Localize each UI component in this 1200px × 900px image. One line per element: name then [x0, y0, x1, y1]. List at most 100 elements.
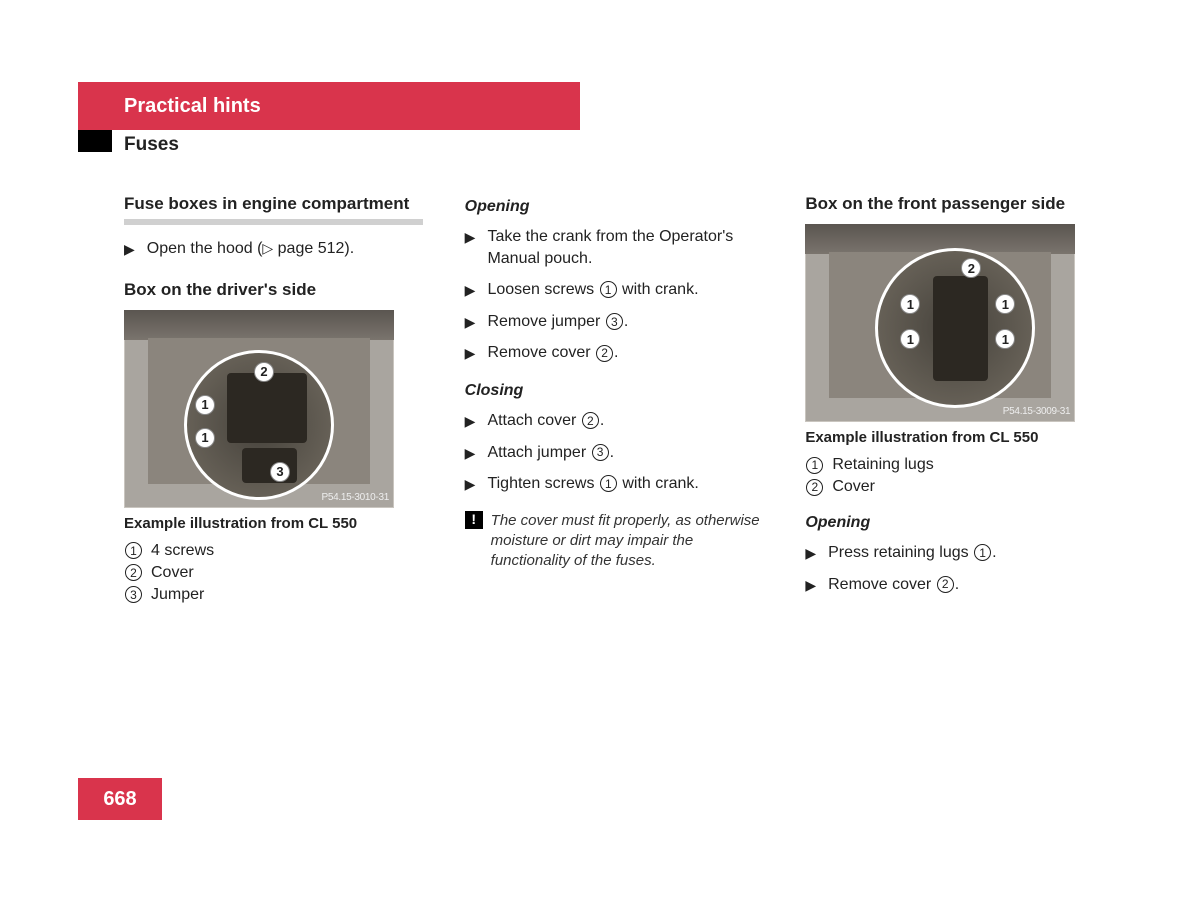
- callout-1: 1: [195, 395, 215, 415]
- legend-number-icon: 1: [806, 457, 823, 474]
- step-text-part: .: [600, 412, 604, 429]
- step-press-lugs: ▶ Press retaining lugs 1.: [805, 542, 1104, 564]
- illus-fusebox-cover: [227, 373, 307, 443]
- step-tighten-screws: ▶ Tighten screws 1 with crank.: [465, 473, 764, 495]
- legend-label: 4 screws: [151, 542, 214, 560]
- illustration-reference-code: P54.15-3010-31: [321, 492, 389, 503]
- step-text-part: with crank.: [618, 281, 699, 298]
- legend-number-icon: 1: [125, 542, 142, 559]
- legend-item-2: 2 Cover: [124, 564, 423, 582]
- legend-label: Jumper: [151, 586, 204, 604]
- step-text-part: .: [955, 576, 959, 593]
- step-take-crank: ▶ Take the crank from the Operator's Man…: [465, 226, 764, 269]
- step-text-part: Press retaining lugs: [828, 544, 973, 561]
- step-text-part: Loosen screws: [487, 281, 598, 298]
- heading-fuse-boxes-engine: Fuse boxes in engine compartment: [124, 194, 423, 225]
- step-text: Open the hood (▷ page 512).: [147, 238, 423, 260]
- page-body: Fuse boxes in engine compartment ▶ Open …: [124, 194, 1104, 608]
- step-text: Press retaining lugs 1.: [828, 542, 1104, 564]
- illustration-reference-code: P54.15-3009-31: [1003, 406, 1071, 417]
- inline-number-icon: 1: [600, 475, 617, 492]
- step-arrow-icon: ▶: [805, 544, 816, 563]
- step-text-part: .: [992, 544, 996, 561]
- heading-opening: Opening: [465, 198, 764, 216]
- step-arrow-icon: ▶: [465, 444, 476, 463]
- chapter-header-bar: Practical hints: [78, 82, 580, 130]
- step-text-part: Remove cover: [487, 344, 595, 361]
- illustration-driver-side: 2 1 1 3 P54.15-3010-31: [124, 310, 394, 508]
- step-loosen-screws: ▶ Loosen screws 1 with crank.: [465, 279, 764, 301]
- callout-2: 2: [254, 362, 274, 382]
- step-text: Attach cover 2.: [487, 410, 763, 432]
- step-open-hood: ▶ Open the hood (▷ page 512).: [124, 238, 423, 260]
- step-arrow-icon: ▶: [805, 576, 816, 595]
- important-note: ! The cover must fit properly, as otherw…: [465, 511, 764, 572]
- step-remove-cover: ▶ Remove cover 2.: [465, 342, 764, 364]
- step-text-part: with crank.: [618, 475, 699, 492]
- important-icon: !: [465, 511, 483, 529]
- inline-number-icon: 2: [596, 345, 613, 362]
- column-right: Box on the front passenger side 2 1 1 1 …: [805, 194, 1104, 608]
- callout-zoom-ring: [875, 248, 1035, 408]
- legend-item-1: 1 Retaining lugs: [805, 456, 1104, 474]
- step-text-part: .: [610, 444, 614, 461]
- column-middle: Opening ▶ Take the crank from the Operat…: [465, 194, 764, 608]
- illus-hood: [124, 310, 394, 340]
- step-remove-cover: ▶ Remove cover 2.: [805, 574, 1104, 596]
- step-text: Remove jumper 3.: [487, 311, 763, 333]
- inline-number-icon: 2: [582, 412, 599, 429]
- illus-fusebox-cover: [933, 276, 988, 381]
- heading-opening: Opening: [805, 514, 1104, 532]
- step-text-part: page 512).: [273, 240, 354, 257]
- legend-item-3: 3 Jumper: [124, 586, 423, 604]
- heading-box-passenger-side: Box on the front passenger side: [805, 194, 1104, 214]
- legend-label: Cover: [832, 478, 875, 496]
- step-arrow-icon: ▶: [124, 240, 135, 259]
- step-text-part: Attach jumper: [487, 444, 590, 461]
- step-text: Take the crank from the Operator's Manua…: [487, 226, 763, 269]
- legend-item-1: 1 4 screws: [124, 542, 423, 560]
- legend-label: Retaining lugs: [832, 456, 933, 474]
- legend-number-icon: 2: [125, 564, 142, 581]
- step-arrow-icon: ▶: [465, 412, 476, 431]
- step-text: Loosen screws 1 with crank.: [487, 279, 763, 301]
- step-attach-cover: ▶ Attach cover 2.: [465, 410, 764, 432]
- heading-box-driver-side: Box on the driver's side: [124, 280, 423, 300]
- page-number-value: 668: [103, 788, 136, 811]
- callout-3: 3: [270, 462, 290, 482]
- illustration-passenger-side: 2 1 1 1 1 P54.15-3009-31: [805, 224, 1075, 422]
- note-text: The cover must fit properly, as otherwis…: [491, 511, 764, 572]
- page-number: 668: [78, 778, 162, 820]
- step-text: Remove cover 2.: [828, 574, 1104, 596]
- page-xref-icon: ▷: [262, 239, 273, 258]
- inline-number-icon: 1: [600, 281, 617, 298]
- step-arrow-icon: ▶: [465, 313, 476, 332]
- legend-label: Cover: [151, 564, 194, 582]
- section-title: Fuses: [124, 134, 179, 156]
- step-text: Tighten screws 1 with crank.: [487, 473, 763, 495]
- illustration-caption: Example illustration from CL 550: [124, 515, 423, 532]
- chapter-title: Practical hints: [124, 95, 261, 118]
- callout-1: 1: [195, 428, 215, 448]
- column-left: Fuse boxes in engine compartment ▶ Open …: [124, 194, 423, 608]
- illus-jumper: [242, 448, 297, 483]
- step-text: Remove cover 2.: [487, 342, 763, 364]
- step-remove-jumper: ▶ Remove jumper 3.: [465, 311, 764, 333]
- step-arrow-icon: ▶: [465, 475, 476, 494]
- inline-number-icon: 2: [937, 576, 954, 593]
- step-arrow-icon: ▶: [465, 344, 476, 363]
- legend-item-2: 2 Cover: [805, 478, 1104, 496]
- step-text: Attach jumper 3.: [487, 442, 763, 464]
- legend-number-icon: 2: [806, 479, 823, 496]
- step-text-part: Tighten screws: [487, 475, 598, 492]
- illustration-caption: Example illustration from CL 550: [805, 429, 1104, 446]
- inline-number-icon: 3: [592, 444, 609, 461]
- step-arrow-icon: ▶: [465, 228, 476, 247]
- legend-number-icon: 3: [125, 586, 142, 603]
- step-text-part: .: [624, 313, 628, 330]
- heading-closing: Closing: [465, 382, 764, 400]
- step-arrow-icon: ▶: [465, 281, 476, 300]
- step-text-part: Remove jumper: [487, 313, 604, 330]
- step-attach-jumper: ▶ Attach jumper 3.: [465, 442, 764, 464]
- inline-number-icon: 1: [974, 544, 991, 561]
